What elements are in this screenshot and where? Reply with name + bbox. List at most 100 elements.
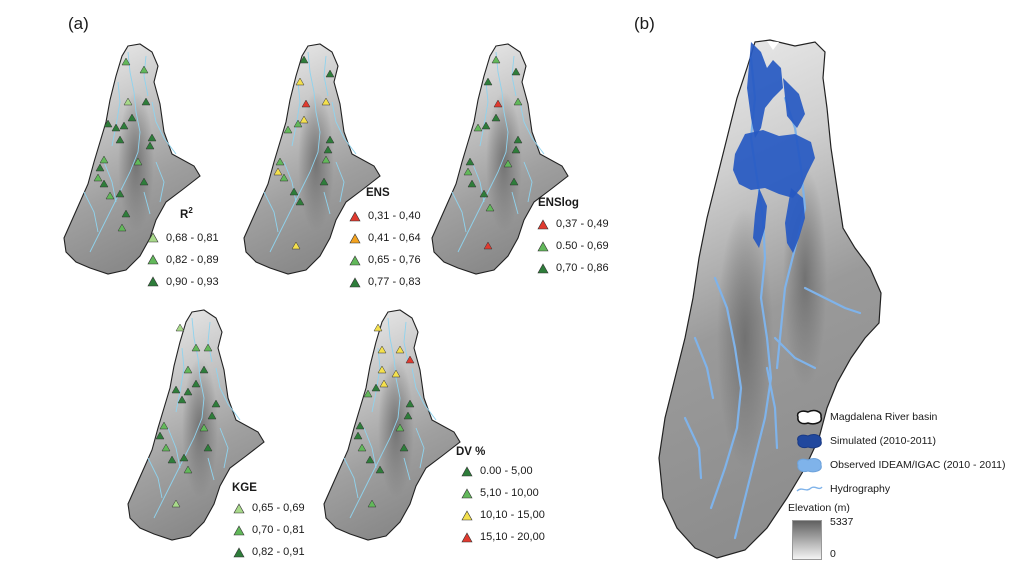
station-marker [159,421,169,430]
river-line [331,101,357,155]
river-line [111,81,121,147]
station-marker [141,97,151,106]
station-marker [207,411,217,420]
station-marker [321,97,331,106]
station-marker [301,99,311,108]
legend-item: 0.50 - 0,69 [530,235,609,257]
legend-kge: KGE 0,65 - 0,69 0,70 - 0,81 0,82 - 0,91 [226,482,305,563]
legend-item: 0,82 - 0,91 [226,541,305,563]
station-marker [121,57,131,66]
legend-flood: Magdalena River basin Simulated (2010-20… [788,405,1005,501]
station-marker [323,145,333,154]
legend-item-simulated: Simulated (2010-2011) [788,429,1005,453]
station-marker [115,189,125,198]
station-marker [485,203,495,212]
station-marker [399,443,409,452]
river-line [457,51,509,253]
station-marker [509,177,519,186]
river-line [523,161,533,203]
river-line [207,457,215,481]
triangle-icon [454,509,480,521]
station-marker [355,421,365,430]
triangle-icon [140,254,166,265]
station-marker [365,455,375,464]
river-line [511,55,517,97]
station-marker [167,455,177,464]
river-line [215,367,241,421]
station-marker [175,323,185,332]
station-marker [405,399,415,408]
station-marker [299,115,309,124]
river-line [343,457,359,499]
station-marker [479,189,489,198]
legend-item: 5,10 - 10,00 [454,482,545,504]
station-marker [367,499,377,508]
station-marker [467,179,477,188]
river-line [153,317,205,519]
panel-label-a: (a) [68,14,89,33]
river-line [479,81,489,147]
station-marker [203,443,213,452]
legend-title-dv: DV % [456,446,486,458]
station-marker [391,369,401,378]
station-marker [503,159,513,168]
station-marker [203,343,213,352]
river-line [167,427,181,469]
map-ens [243,43,381,275]
map-gap [767,41,779,50]
river-line [103,161,117,203]
river-line [411,367,437,421]
station-marker [375,465,385,474]
river-line [451,191,467,233]
river-line [175,347,185,413]
triangle-icon [140,232,166,243]
legend-item: 0,65 - 0,76 [342,249,421,271]
triangle-icon [454,531,480,543]
station-marker [155,431,165,440]
station-marker [511,145,521,154]
legend-item: 10,10 - 15,00 [454,504,545,526]
station-marker [373,323,383,332]
station-marker [377,365,387,374]
triangle-icon [530,218,556,230]
station-marker [93,173,103,182]
station-marker [395,423,405,432]
elevation-min: 0 [830,548,836,560]
legend-item: 0,37 - 0,49 [530,213,609,235]
station-marker [465,157,475,166]
station-marker [177,395,187,404]
map-flood-extent [658,39,882,559]
station-marker [119,121,129,130]
station-marker [171,499,181,508]
station-marker [179,453,189,462]
legend-ens: ENS 0,31 - 0,40 0,41 - 0,64 0,65 - 0,76 … [342,187,421,293]
station-marker [127,113,137,122]
station-marker [513,135,523,144]
station-marker [295,197,305,206]
station-marker [199,365,209,374]
legend-item: 0,68 - 0,81 [140,227,219,249]
legend-item: 0,90 - 0,93 [140,271,219,293]
river-line [143,55,149,97]
legend-item: 0,77 - 0,83 [342,271,421,293]
station-marker [183,365,193,374]
station-marker [105,191,115,200]
triangle-icon [342,210,368,222]
station-marker [139,177,149,186]
river-line [403,321,409,363]
station-marker [493,99,503,108]
legend-item: 15,10 - 20,00 [454,526,545,548]
station-marker [483,77,493,86]
station-marker [325,135,335,144]
triangle-icon [454,487,480,499]
station-marker [291,241,301,250]
station-marker [283,125,293,134]
station-marker [103,119,113,128]
station-marker [513,97,523,106]
panel-label-b: (b) [634,14,655,33]
legend-title-enslog: ENSlog [538,197,579,209]
river-line [371,347,381,413]
station-marker [99,179,109,188]
river-line [323,191,331,215]
legend-item: 0,70 - 0,81 [226,519,305,541]
